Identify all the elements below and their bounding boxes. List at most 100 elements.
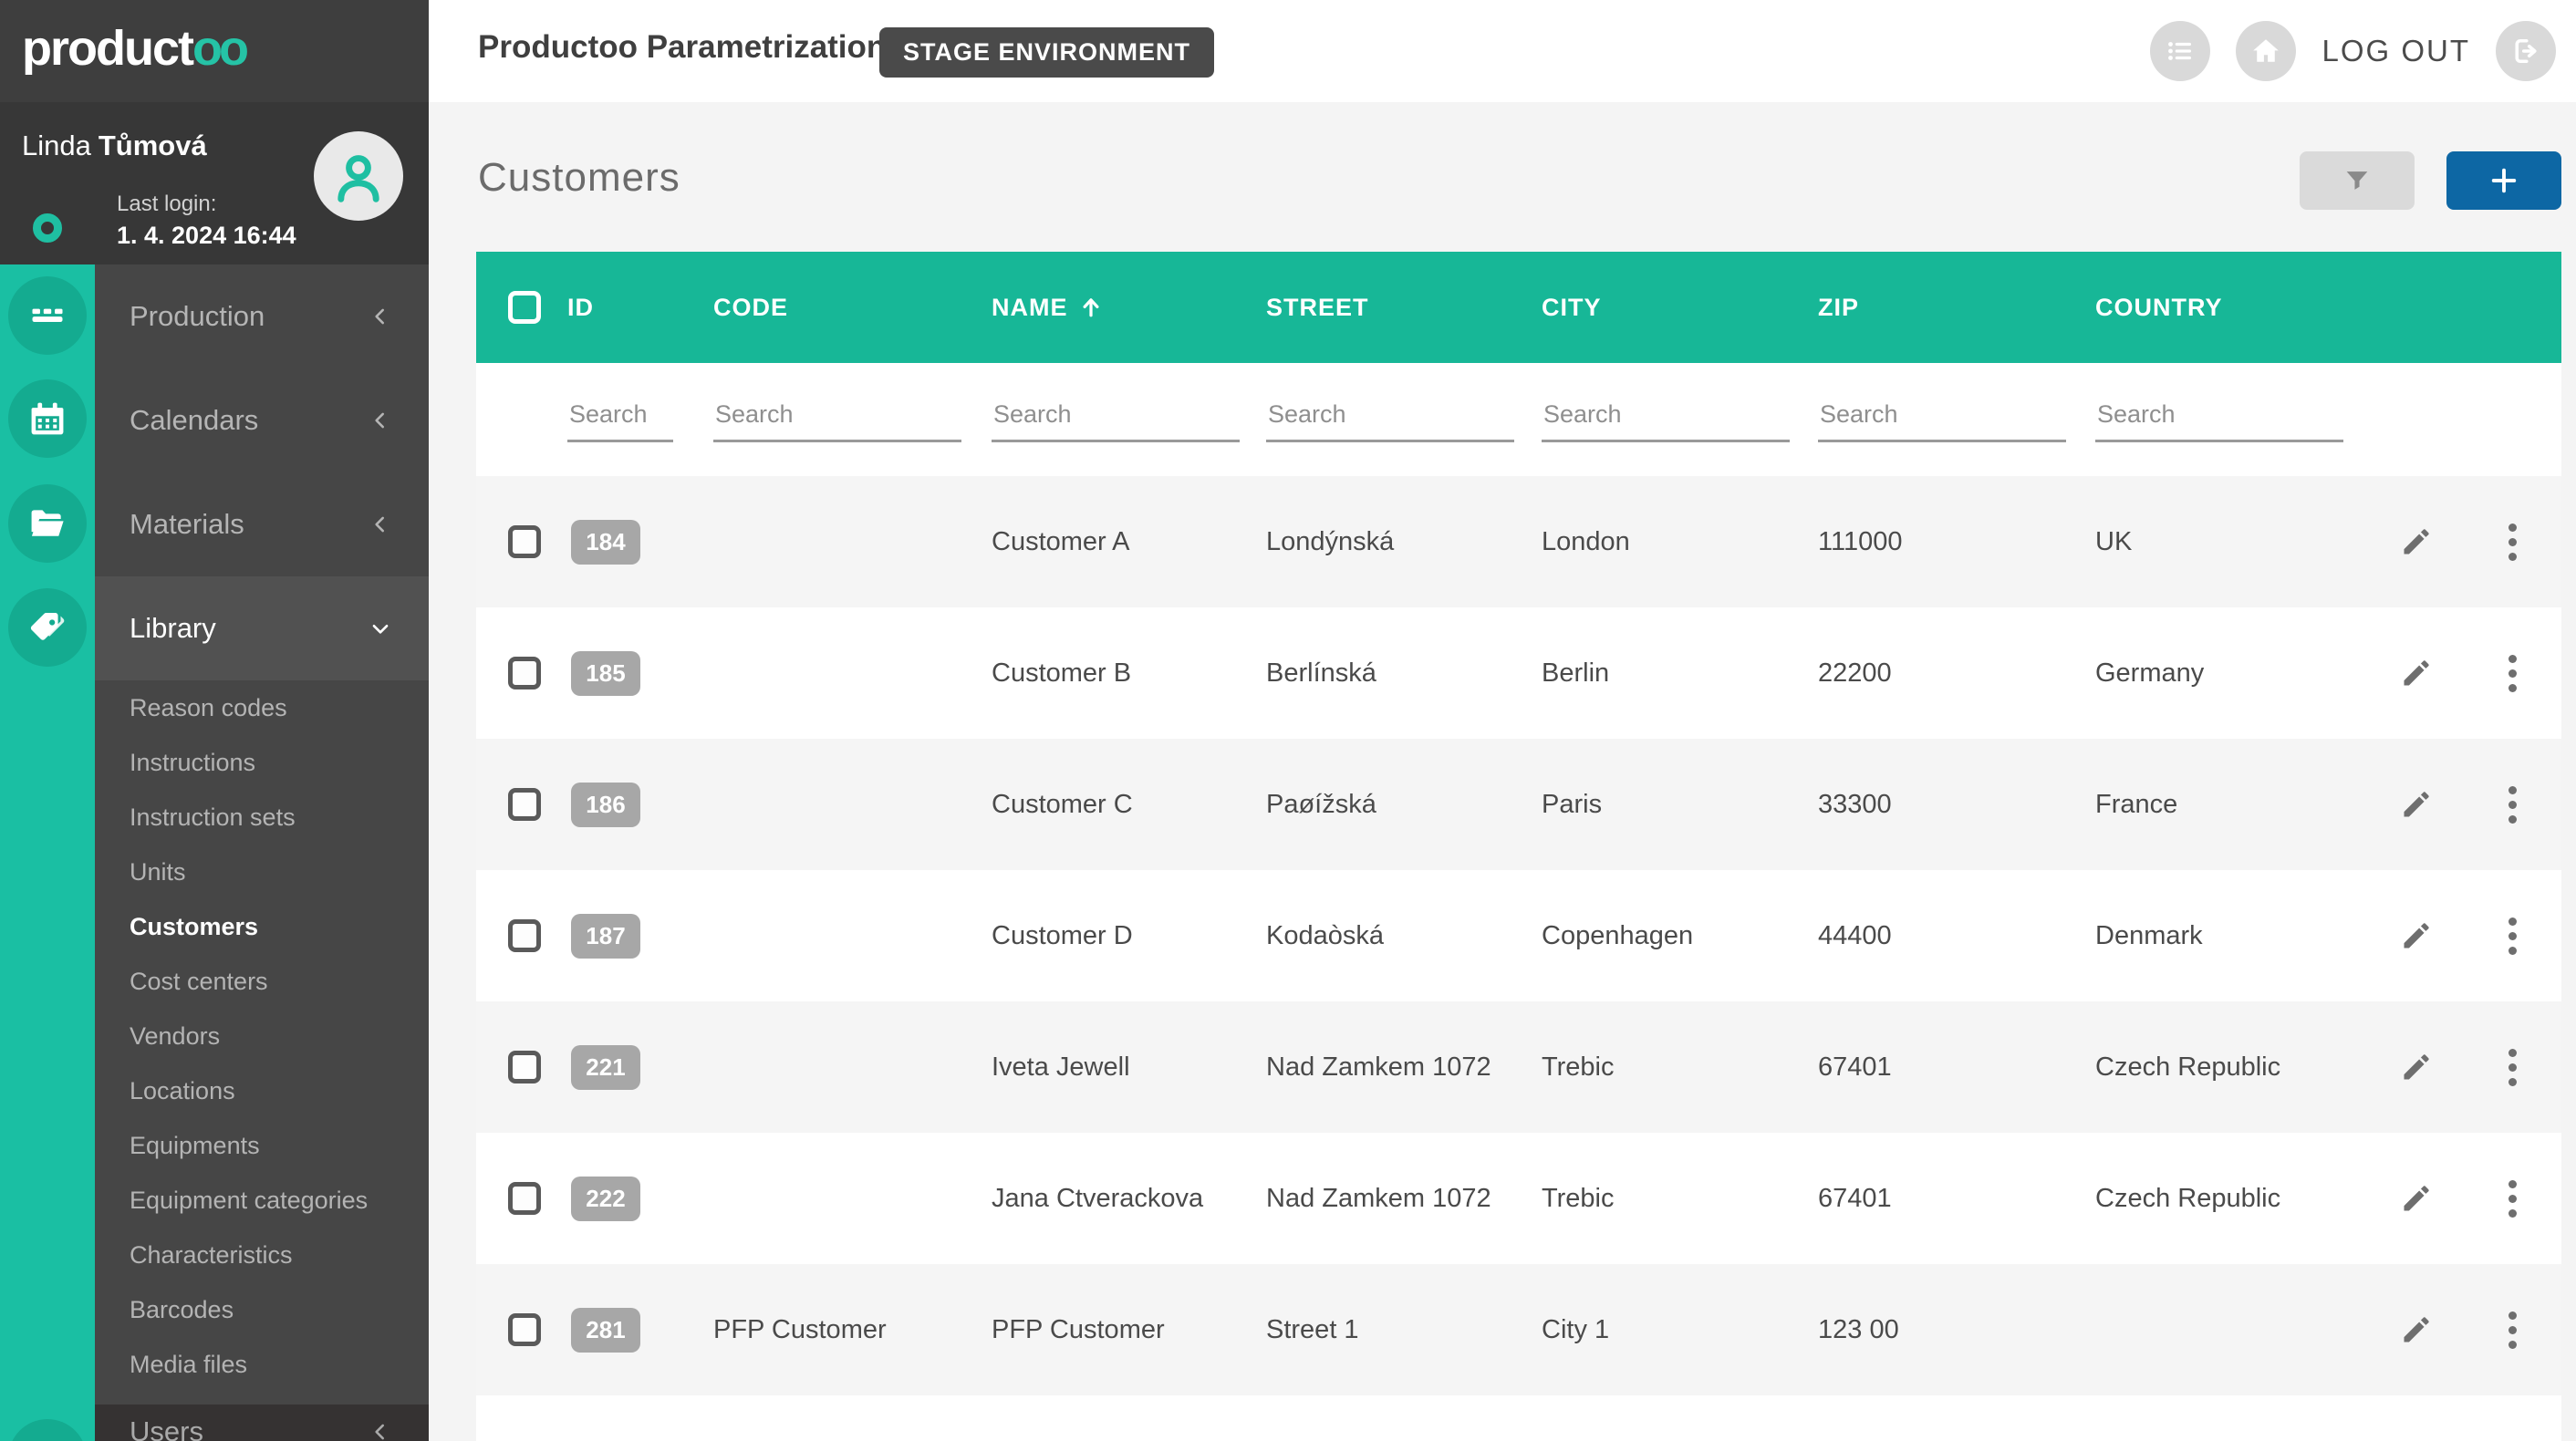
- kebab-icon: [2508, 917, 2517, 955]
- sidebar-menu: Production Calendars Materials Library R…: [95, 264, 429, 1405]
- logout-label[interactable]: LOG OUT: [2322, 34, 2470, 67]
- cell-name: PFP Customer: [992, 1314, 1165, 1344]
- edit-button[interactable]: [2398, 524, 2435, 560]
- row-checkbox[interactable]: [508, 657, 541, 689]
- row-actions: [2342, 785, 2561, 824]
- row-menu-button[interactable]: [2494, 785, 2530, 824]
- cell-country: Czech Republic: [2095, 1052, 2281, 1082]
- sidebar-item-barcodes[interactable]: Barcodes: [130, 1295, 234, 1323]
- table-row: 187 Customer D Kodaòská Copenhagen 44400…: [476, 870, 2561, 1001]
- row-checkbox[interactable]: [508, 1313, 541, 1346]
- table-row: 222 Jana Ctverackova Nad Zamkem 1072 Tre…: [476, 1133, 2561, 1264]
- cell-country: UK: [2095, 526, 2133, 556]
- id-badge: 281: [571, 1307, 640, 1353]
- sidebar-item-library[interactable]: Library: [95, 576, 429, 680]
- table-row: 186 Customer C Paøížská Paris 33300 Fran…: [476, 739, 2561, 870]
- sidebar-item-characteristics[interactable]: Characteristics: [130, 1240, 293, 1269]
- sidebar-item-media-files[interactable]: Media files: [130, 1350, 248, 1378]
- edit-button[interactable]: [2398, 1049, 2435, 1085]
- icon-rail: [0, 264, 95, 1441]
- logout-button[interactable]: [2496, 21, 2556, 81]
- row-menu-button[interactable]: [2494, 654, 2530, 692]
- id-badge: 184: [571, 519, 640, 565]
- column-header-city[interactable]: CITY: [1542, 293, 1602, 321]
- sidebar-item-production[interactable]: Production: [95, 264, 429, 368]
- cell-country: Denmark: [2095, 920, 2203, 950]
- calendars-rail-button[interactable]: [8, 379, 87, 458]
- sidebar-item-instructions[interactable]: Instructions: [130, 748, 256, 776]
- sidebar-item-units[interactable]: Units: [130, 857, 186, 886]
- next-row-partial: [476, 1395, 2561, 1441]
- pencil-icon: [2404, 660, 2429, 686]
- sidebar-item-calendars[interactable]: Calendars: [95, 368, 429, 472]
- edit-button[interactable]: [2398, 1311, 2435, 1348]
- edit-button[interactable]: [2398, 917, 2435, 954]
- cell-street: Nad Zamkem 1072: [1266, 1052, 1491, 1082]
- row-checkbox[interactable]: [508, 1051, 541, 1083]
- library-rail-button[interactable]: [8, 588, 87, 667]
- search-input-zip[interactable]: [1818, 397, 2066, 442]
- cell-code: PFP Customer: [713, 1314, 887, 1344]
- row-menu-button[interactable]: [2494, 1179, 2530, 1218]
- row-checkbox[interactable]: [508, 788, 541, 821]
- production-rail-button[interactable]: [8, 276, 87, 355]
- id-badge: 221: [571, 1044, 640, 1090]
- row-checkbox[interactable]: [508, 919, 541, 952]
- search-input-street[interactable]: [1266, 397, 1514, 442]
- sidebar-item-cost-centers[interactable]: Cost centers: [130, 967, 268, 995]
- customers-table: ID CODE NAME STREET CITY ZIP COUNTRY: [476, 252, 2561, 1395]
- row-actions: [2342, 1048, 2561, 1086]
- search-input-code[interactable]: [713, 397, 961, 442]
- home-button[interactable]: [2236, 21, 2297, 81]
- column-header-street[interactable]: STREET: [1266, 293, 1369, 321]
- column-header-id[interactable]: ID: [567, 293, 594, 321]
- row-menu-button[interactable]: [2494, 523, 2530, 561]
- id-badge: 186: [571, 782, 640, 827]
- column-header-country[interactable]: COUNTRY: [2095, 293, 2223, 321]
- users-rail-button[interactable]: [8, 1419, 87, 1441]
- column-header-code[interactable]: CODE: [713, 293, 789, 321]
- edit-button[interactable]: [2398, 786, 2435, 823]
- materials-rail-button[interactable]: [8, 484, 87, 563]
- column-header-zip[interactable]: ZIP: [1818, 293, 1860, 321]
- add-customer-button[interactable]: [2446, 151, 2561, 210]
- id-badge: 222: [571, 1176, 640, 1221]
- sidebar-item-users[interactable]: Users: [95, 1405, 429, 1441]
- environment-badge: STAGE ENVIRONMENT: [879, 27, 1215, 78]
- search-input-id[interactable]: [567, 397, 673, 442]
- pencil-icon: [2404, 1186, 2429, 1211]
- table-header-row: ID CODE NAME STREET CITY ZIP COUNTRY: [476, 252, 2561, 363]
- sidebar-item-equipments[interactable]: Equipments: [130, 1131, 260, 1159]
- column-header-name[interactable]: NAME: [992, 294, 1266, 322]
- sidebar-item-locations[interactable]: Locations: [130, 1076, 235, 1104]
- search-input-city[interactable]: [1542, 397, 1790, 442]
- select-all-checkbox[interactable]: [508, 291, 541, 324]
- row-menu-button[interactable]: [2494, 1311, 2530, 1349]
- sidebar-item-label: Library: [130, 612, 216, 644]
- search-input-country[interactable]: [2095, 397, 2343, 442]
- sidebar-item-materials[interactable]: Materials: [95, 472, 429, 576]
- sidebar-item-customers[interactable]: Customers: [130, 912, 259, 940]
- avatar[interactable]: [314, 131, 403, 221]
- cell-country: France: [2095, 789, 2178, 819]
- edit-button[interactable]: [2398, 1180, 2435, 1217]
- sidebar-item-label: Users: [130, 1415, 203, 1441]
- edit-button[interactable]: [2398, 655, 2435, 691]
- search-input-name[interactable]: [992, 397, 1240, 442]
- row-menu-button[interactable]: [2494, 1048, 2530, 1086]
- chevron-left-icon: [375, 1424, 385, 1440]
- sidebar-item-reason-codes[interactable]: Reason codes: [130, 693, 287, 721]
- filter-button[interactable]: [2300, 151, 2415, 210]
- plus-icon: [2491, 168, 2517, 193]
- list-button[interactable]: [2150, 21, 2211, 81]
- sidebar-item-instruction-sets[interactable]: Instruction sets: [130, 803, 296, 831]
- sidebar-item-vendors[interactable]: Vendors: [130, 1021, 221, 1050]
- row-checkbox[interactable]: [508, 1182, 541, 1215]
- row-menu-button[interactable]: [2494, 917, 2530, 955]
- page-title: Customers: [478, 155, 680, 200]
- cell-name: Customer C: [992, 789, 1133, 819]
- sidebar-item-label: Production: [130, 300, 265, 332]
- cell-street: Kodaòská: [1266, 920, 1384, 950]
- sidebar-item-equipment-categories[interactable]: Equipment categories: [130, 1186, 369, 1214]
- row-checkbox[interactable]: [508, 525, 541, 558]
